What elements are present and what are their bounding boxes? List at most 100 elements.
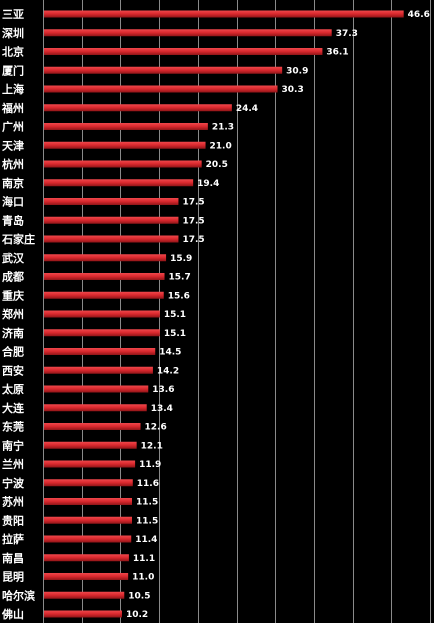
bar (44, 254, 167, 262)
value-label: 10.5 (128, 591, 150, 601)
value-label: 30.9 (286, 66, 308, 76)
value-label: 11.1 (133, 554, 155, 564)
bar (44, 66, 283, 74)
value-label: 11.6 (137, 479, 159, 489)
category-label: 北京 (2, 45, 24, 59)
category-label: 南宁 (2, 438, 24, 452)
bar (44, 441, 137, 449)
bar (44, 479, 133, 487)
value-label: 17.5 (182, 216, 204, 226)
value-label: 37.3 (336, 29, 358, 39)
category-label: 福州 (1, 101, 24, 115)
category-labels: 三亚深圳北京厦门上海福州广州天津杭州南京海口青岛石家庄武汉成都重庆郑州济南合肥西… (1, 8, 35, 621)
category-label: 佛山 (1, 607, 24, 621)
value-label: 15.6 (168, 291, 190, 301)
bar (44, 591, 125, 599)
category-label: 石家庄 (1, 232, 35, 246)
category-label: 南京 (2, 176, 24, 190)
category-label: 哈尔滨 (2, 588, 35, 602)
category-label: 苏州 (2, 495, 24, 509)
category-label: 太原 (1, 382, 24, 396)
category-label: 大连 (2, 401, 25, 415)
category-label: 宁波 (2, 476, 25, 490)
bar (44, 460, 136, 468)
bar (44, 329, 160, 337)
bar (44, 160, 202, 168)
value-label: 10.2 (126, 610, 148, 620)
bar (44, 291, 164, 299)
bar (44, 423, 141, 430)
category-label: 合肥 (2, 345, 24, 359)
bar (44, 554, 129, 562)
category-label: 拉萨 (2, 532, 24, 546)
value-label: 11.5 (136, 498, 158, 508)
category-label: 西安 (2, 363, 24, 377)
bar (44, 48, 323, 55)
bar (44, 198, 179, 205)
category-label: 上海 (2, 82, 24, 96)
value-label: 15.9 (170, 254, 192, 264)
value-label: 12.1 (141, 441, 163, 451)
category-label: 重庆 (2, 288, 24, 302)
category-label: 东莞 (2, 420, 24, 434)
bar (44, 385, 149, 393)
value-label: 11.4 (135, 535, 157, 545)
value-label: 30.3 (282, 85, 304, 95)
value-label: 19.4 (197, 179, 219, 189)
category-label: 广州 (2, 120, 24, 134)
bar (44, 310, 160, 318)
bar (44, 498, 133, 505)
bar (44, 348, 156, 355)
bar (44, 179, 194, 187)
bar (44, 610, 122, 618)
category-label: 济南 (2, 326, 24, 340)
category-label: 武汉 (2, 251, 25, 265)
value-label: 11.0 (132, 573, 154, 583)
value-label: 15.7 (169, 273, 191, 283)
value-label: 14.2 (157, 366, 179, 376)
value-label: 17.5 (182, 198, 204, 208)
value-label: 36.1 (326, 48, 348, 58)
category-label: 厦门 (2, 63, 24, 77)
bar (44, 516, 133, 524)
bar (44, 216, 179, 224)
bar (44, 10, 404, 18)
bars (44, 10, 404, 618)
value-labels: 46.6 37.3 36.1 30.9 30.3 24.421.3 21.0 20.5 19.4… (126, 10, 430, 620)
value-label: 11.9 (139, 460, 161, 470)
bar (44, 85, 278, 93)
category-label: 兰州 (2, 457, 24, 471)
category-label: 贵阳 (2, 513, 24, 527)
value-label: 17.5 (182, 235, 204, 245)
value-label: 24.4 (236, 104, 258, 114)
bar (44, 273, 165, 280)
bar (44, 573, 129, 580)
category-label: 南昌 (2, 551, 24, 565)
bar (44, 535, 132, 543)
category-label: 杭州 (2, 157, 24, 171)
bar (44, 235, 179, 243)
value-label: 13.4 (151, 404, 173, 414)
category-label: 郑州 (2, 307, 24, 321)
bar (44, 141, 206, 149)
category-label: 青岛 (2, 213, 24, 227)
value-label: 11.5 (136, 516, 158, 526)
category-label: 成都 (2, 270, 24, 284)
category-label: 三亚 (2, 8, 24, 21)
category-label: 昆明 (2, 571, 24, 584)
value-label: 20.5 (206, 160, 228, 170)
value-label: 15.1 (164, 329, 186, 339)
value-label: 21.3 (212, 123, 234, 133)
bar (44, 404, 147, 412)
bar (44, 123, 208, 130)
value-label: 14.5 (159, 348, 181, 358)
value-label: 15.1 (164, 310, 186, 320)
value-label: 12.6 (145, 423, 167, 433)
category-label: 海口 (2, 195, 24, 209)
category-label: 深圳 (2, 26, 24, 40)
value-label: 21.0 (210, 141, 232, 151)
value-label: 46.6 (408, 10, 430, 20)
bar (44, 29, 332, 37)
category-label: 天津 (2, 138, 24, 152)
